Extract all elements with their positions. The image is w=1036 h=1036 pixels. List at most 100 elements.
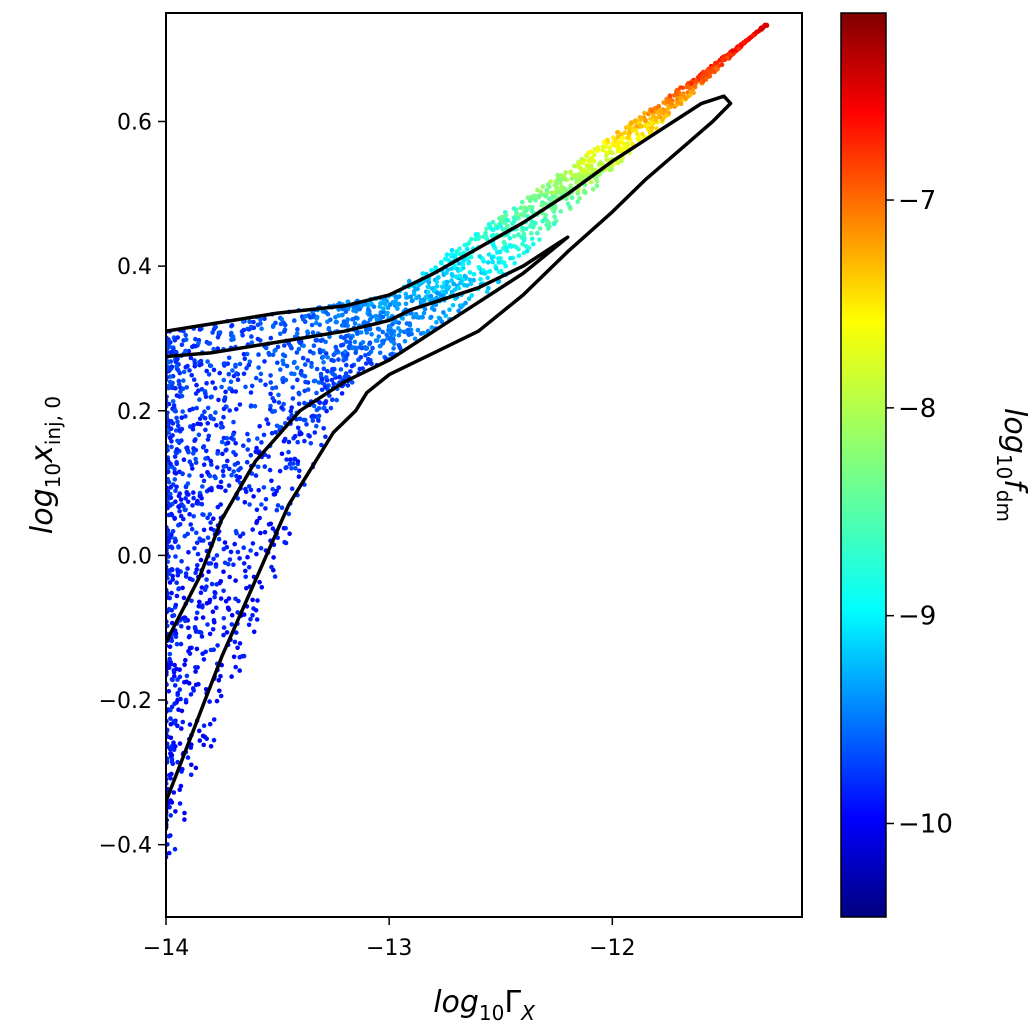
scatter-point (226, 561, 231, 567)
scatter-point (177, 787, 182, 792)
scatter-point (484, 289, 490, 294)
scatter-point (179, 415, 184, 421)
scatter-point (297, 339, 302, 345)
scatter-point (194, 646, 200, 652)
scatter-point (651, 120, 656, 126)
scatter-point (243, 486, 248, 492)
scatter-point (279, 405, 284, 410)
scatter-point (217, 370, 222, 376)
scatter-point (222, 464, 227, 469)
scatter-point (237, 475, 243, 480)
scatter-point (193, 765, 199, 771)
scatter-point (175, 423, 181, 429)
scatter-point (750, 33, 756, 38)
scatter-point (387, 325, 393, 330)
scatter-point (166, 476, 171, 482)
scatter-point (173, 634, 179, 639)
scatter-point (250, 527, 255, 532)
scatter-point (248, 548, 253, 553)
scatter-point (177, 522, 183, 527)
scatter-point (234, 371, 239, 376)
scatter-point (353, 309, 359, 314)
scatter-point (230, 368, 235, 373)
scatter-point (406, 278, 412, 284)
scatter-point (694, 78, 699, 83)
scatter-point (177, 801, 183, 806)
scatter-point (169, 744, 174, 749)
scatter-point (225, 361, 231, 367)
scatter-point (294, 350, 300, 355)
scatter-point (288, 343, 293, 349)
scatter-point (167, 644, 173, 649)
scatter-point (633, 118, 638, 123)
scatter-point (241, 545, 246, 550)
scatter-point (403, 291, 409, 297)
scatter-point (356, 357, 361, 363)
scatter-point (198, 557, 204, 563)
scatter-point (209, 581, 215, 587)
scatter-point (182, 817, 187, 822)
scatter-point (287, 461, 293, 467)
scatter-point (485, 275, 491, 281)
scatter-point (629, 120, 634, 125)
scatter-point (283, 465, 289, 471)
scatter-point (182, 810, 187, 816)
scatter-point (308, 315, 313, 320)
scatter-point (231, 437, 236, 442)
scatter-point (538, 189, 544, 195)
scatter-point (200, 413, 205, 419)
scatter-point (220, 468, 226, 474)
scatter-point (261, 485, 267, 490)
scatter-point (168, 349, 174, 355)
scatter-point (323, 400, 328, 406)
scatter-point (328, 405, 334, 411)
scatter-point (545, 182, 551, 188)
scatter-point (388, 352, 393, 357)
scatter-point (171, 613, 177, 618)
scatter-point (608, 149, 614, 155)
scatter-point (170, 399, 176, 404)
scatter-point (166, 465, 171, 471)
scatter-point (226, 596, 232, 601)
scatter-point (457, 246, 462, 251)
scatter-point (369, 332, 374, 337)
scatter-point (393, 294, 399, 300)
scatter-point (173, 428, 179, 433)
scatter-point (313, 338, 319, 343)
scatter-point (193, 336, 198, 342)
scatter-point (203, 456, 208, 461)
scatter-point (297, 468, 302, 474)
scatter-point (344, 333, 349, 339)
scatter-point (342, 374, 347, 380)
scatter-point (504, 245, 509, 251)
scatter-point (167, 379, 173, 385)
scatter-point (169, 590, 174, 596)
scatter-point (166, 539, 171, 544)
scatter-point (429, 325, 435, 330)
x-title-sub: 10 (479, 1001, 504, 1025)
scatter-point (174, 641, 180, 647)
scatter-point (491, 243, 497, 249)
scatter-point (607, 145, 613, 150)
scatter-point (338, 367, 344, 372)
scatter-point (255, 322, 261, 328)
scatter-point (172, 408, 177, 413)
scatter-point (211, 737, 217, 743)
scatter-point (350, 317, 355, 322)
scatter-point (202, 409, 207, 415)
scatter-point (666, 110, 671, 116)
scatter-point (535, 187, 540, 193)
scatter-point (217, 330, 223, 335)
scatter-point (416, 282, 422, 288)
scatter-point (218, 579, 224, 584)
scatter-point (543, 193, 548, 199)
scatter-point (184, 385, 189, 390)
scatter-point (174, 461, 179, 467)
scatter-point (411, 314, 416, 320)
scatter-point (294, 365, 300, 371)
scatter-point (259, 440, 264, 445)
scatter-point (268, 391, 273, 397)
scatter-point (257, 424, 263, 429)
scatter-point (307, 434, 312, 439)
scatter-point (244, 351, 250, 357)
